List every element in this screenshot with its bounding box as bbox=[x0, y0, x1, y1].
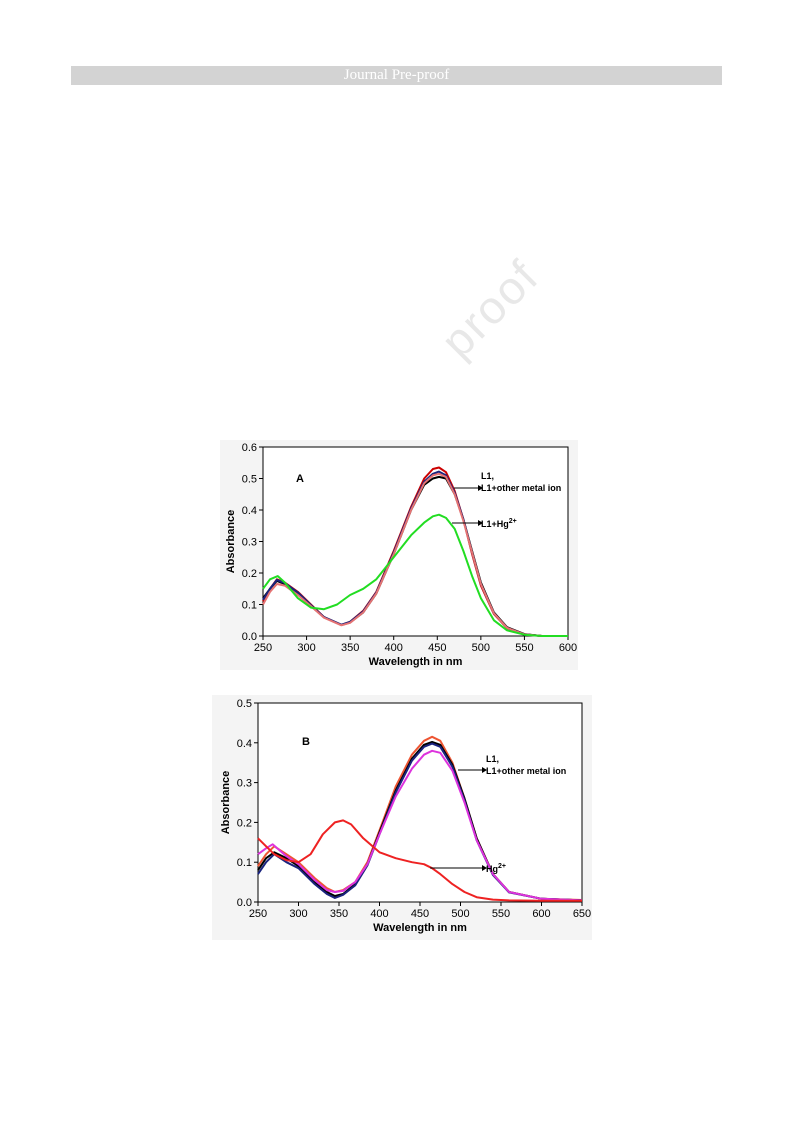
arrowhead-icon bbox=[478, 520, 483, 526]
annotation-label: L1+other metal ion bbox=[481, 483, 561, 493]
y-tick-label: 0.3 bbox=[242, 537, 257, 549]
series-line bbox=[262, 472, 568, 637]
x-tick-label: 450 bbox=[428, 642, 446, 654]
x-tick-label: 300 bbox=[289, 908, 307, 920]
x-axis-label: Wavelength in nm bbox=[369, 656, 463, 668]
annotation-label: L1, bbox=[486, 754, 499, 764]
plot-frame bbox=[257, 702, 583, 903]
panel-label: B bbox=[302, 736, 310, 748]
series-line bbox=[262, 513, 568, 637]
plot-frame bbox=[262, 446, 569, 637]
chart-b: 250 300 350 400 450 500 550 600 650 0.0 0.1 0.2 0.3 0… bbox=[212, 695, 592, 940]
x-tick-label: 550 bbox=[515, 642, 533, 654]
x-tick-label: 600 bbox=[532, 908, 550, 920]
x-tick-label: 550 bbox=[492, 908, 510, 920]
annotation-label: L1+other metal ion bbox=[486, 766, 566, 776]
chart-a: 250 300 350 400 450 500 550 600 0.0 0.1 0.2 0.3 0.4 0… bbox=[220, 440, 578, 670]
y-tick-label: 0.1 bbox=[242, 600, 257, 612]
y-axis-label: Absorbance bbox=[225, 510, 237, 574]
series-line bbox=[262, 466, 568, 637]
series-line bbox=[257, 819, 582, 902]
panel-label: A bbox=[296, 473, 304, 485]
x-tick-label: 600 bbox=[559, 642, 577, 654]
annotation-superscript: 2+ bbox=[509, 518, 517, 525]
arrowhead-icon bbox=[478, 485, 483, 491]
series-line bbox=[257, 735, 583, 901]
y-tick-label: 0.1 bbox=[237, 857, 252, 869]
y-tick-label: 0.3 bbox=[237, 778, 252, 790]
x-tick-label: 250 bbox=[249, 908, 267, 920]
y-tick-label: 0.6 bbox=[242, 442, 257, 454]
annotation-superscript: 2+ bbox=[498, 863, 506, 870]
annotation-label: L1, bbox=[481, 471, 494, 481]
series-line bbox=[257, 741, 583, 902]
series-line bbox=[257, 742, 583, 902]
annotation-label: L1+Hg2+ bbox=[481, 518, 517, 529]
arrowhead-icon bbox=[482, 767, 487, 773]
series-line bbox=[262, 470, 568, 637]
x-tick-label: 400 bbox=[385, 642, 403, 654]
x-tick-label: 400 bbox=[370, 908, 388, 920]
y-tick-label: 0.2 bbox=[237, 817, 252, 829]
y-tick-label: 0.2 bbox=[242, 568, 257, 580]
plot-background bbox=[212, 695, 592, 940]
x-tick-label: 350 bbox=[341, 642, 359, 654]
series-line bbox=[262, 475, 568, 637]
x-tick-label: 500 bbox=[472, 642, 490, 654]
y-tick-label: 0.0 bbox=[237, 897, 252, 909]
x-tick-label: 450 bbox=[411, 908, 429, 920]
x-axis-label: Wavelength in nm bbox=[373, 922, 467, 934]
y-axis-label: Absorbance bbox=[220, 771, 232, 835]
y-tick-label: 0.5 bbox=[242, 474, 257, 486]
watermark-text: proof bbox=[430, 249, 549, 368]
arrowhead-icon bbox=[482, 865, 487, 871]
journal-header-title: Journal Pre-proof bbox=[343, 67, 450, 83]
plot-background bbox=[220, 440, 578, 670]
y-tick-label: 0.4 bbox=[237, 738, 252, 750]
y-tick-label: 0.0 bbox=[242, 631, 257, 643]
journal-header-bar: Journal Pre-proof bbox=[71, 66, 722, 85]
x-tick-label: 250 bbox=[254, 642, 272, 654]
annotation-label: Hg2+ bbox=[486, 863, 506, 874]
series-line bbox=[257, 749, 583, 902]
x-tick-label: 650 bbox=[573, 908, 591, 920]
x-tick-label: 500 bbox=[451, 908, 469, 920]
y-tick-label: 0.4 bbox=[242, 505, 257, 517]
x-tick-label: 350 bbox=[330, 908, 348, 920]
x-tick-label: 300 bbox=[297, 642, 315, 654]
y-tick-label: 0.5 bbox=[237, 698, 252, 710]
